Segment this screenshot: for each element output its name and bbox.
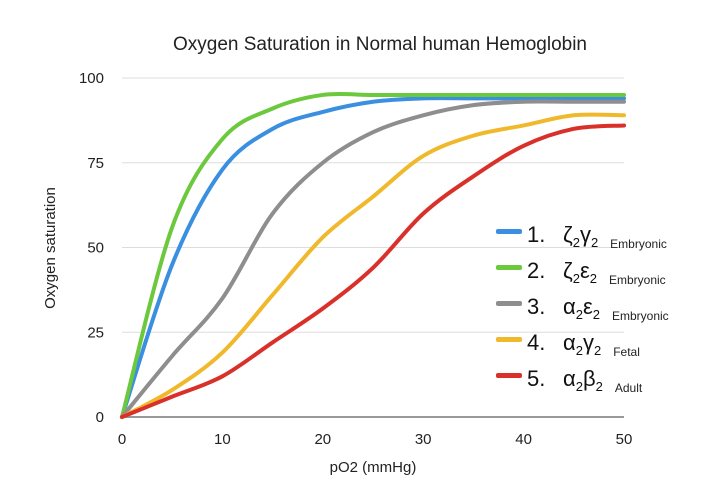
legend-subscript: 2 xyxy=(575,307,583,322)
legend-number: 2. xyxy=(527,258,546,283)
legend-item: 3. α 2 ε 2 Embryonic xyxy=(496,294,669,330)
legend-item: 4. α 2 γ 2 Fetal xyxy=(496,330,669,366)
legend-item: 1. ζ 2 γ 2 Embryonic xyxy=(496,222,669,258)
legend-number: 5. xyxy=(527,366,546,391)
legend-swatch xyxy=(496,373,522,378)
legend-subscript: 2 xyxy=(590,235,599,250)
legend-number: 3. xyxy=(527,294,546,319)
legend-subscript: 2 xyxy=(592,307,600,322)
legend-description: Embryonic xyxy=(608,273,666,287)
legend-subscript: 2 xyxy=(572,235,580,250)
legend-description: Embryonic xyxy=(612,309,669,323)
series-line-3 xyxy=(120,99,626,419)
x-tick-label: 30 xyxy=(415,431,432,448)
legend-swatch xyxy=(496,337,522,342)
x-tick-label: 10 xyxy=(214,431,231,448)
legend-chain: ε xyxy=(582,294,593,319)
legend-swatch xyxy=(496,301,522,306)
legend-subscript: 2 xyxy=(575,343,583,358)
legend-chain: γ xyxy=(579,222,591,247)
series-line-5 xyxy=(120,123,626,419)
legend: 1. ζ 2 γ 2 Embryonic 2. ζ 2 ε 2 Embryonic 3. α 2 ε 2 Em… xyxy=(496,222,669,402)
legend-subscript: 2 xyxy=(572,271,580,286)
legend-chain: β xyxy=(582,366,596,391)
legend-description: Fetal xyxy=(613,345,640,359)
y-tick-label: 50 xyxy=(87,240,104,257)
y-axis-label: Oxygen saturation xyxy=(42,187,59,309)
legend-swatch xyxy=(496,229,522,234)
legend-chain: α xyxy=(563,294,576,319)
x-tick-label: 20 xyxy=(314,431,331,448)
legend-chain: α xyxy=(563,330,576,355)
x-axis-label: pO2 (mmHg) xyxy=(330,459,417,476)
x-tick-label: 40 xyxy=(515,431,532,448)
series-line-4 xyxy=(120,112,626,419)
x-tick-label: 50 xyxy=(616,431,633,448)
y-tick-label: 25 xyxy=(87,324,104,341)
legend-description: Embryonic xyxy=(610,237,667,251)
legend-description: Adult xyxy=(614,381,643,395)
legend-subscript: 2 xyxy=(595,379,603,394)
legend-subscript: 2 xyxy=(589,271,597,286)
y-tick-label: 100 xyxy=(79,70,104,87)
legend-subscript: 2 xyxy=(593,343,602,358)
series-line-1 xyxy=(120,96,626,419)
legend-chain: ε xyxy=(579,258,590,283)
legend-subscript: 2 xyxy=(575,379,583,394)
y-tick-label: 0 xyxy=(96,409,104,426)
legend-swatch xyxy=(496,265,522,270)
legend-chain: α xyxy=(563,366,576,391)
legend-chain: ζ xyxy=(563,222,573,247)
legend-chain: γ xyxy=(582,330,594,355)
legend-number: 1. xyxy=(527,222,546,247)
legend-chain: ζ xyxy=(563,258,573,283)
legend-number: 4. xyxy=(527,330,546,355)
legend-item: 5. α 2 β 2 Adult xyxy=(496,366,669,402)
legend-item: 2. ζ 2 ε 2 Embryonic xyxy=(496,258,669,294)
y-tick-label: 75 xyxy=(87,155,104,172)
chart-title: Oxygen Saturation in Normal human Hemogl… xyxy=(173,34,587,55)
series-line-2 xyxy=(120,91,626,419)
x-tick-label: 0 xyxy=(118,431,126,448)
